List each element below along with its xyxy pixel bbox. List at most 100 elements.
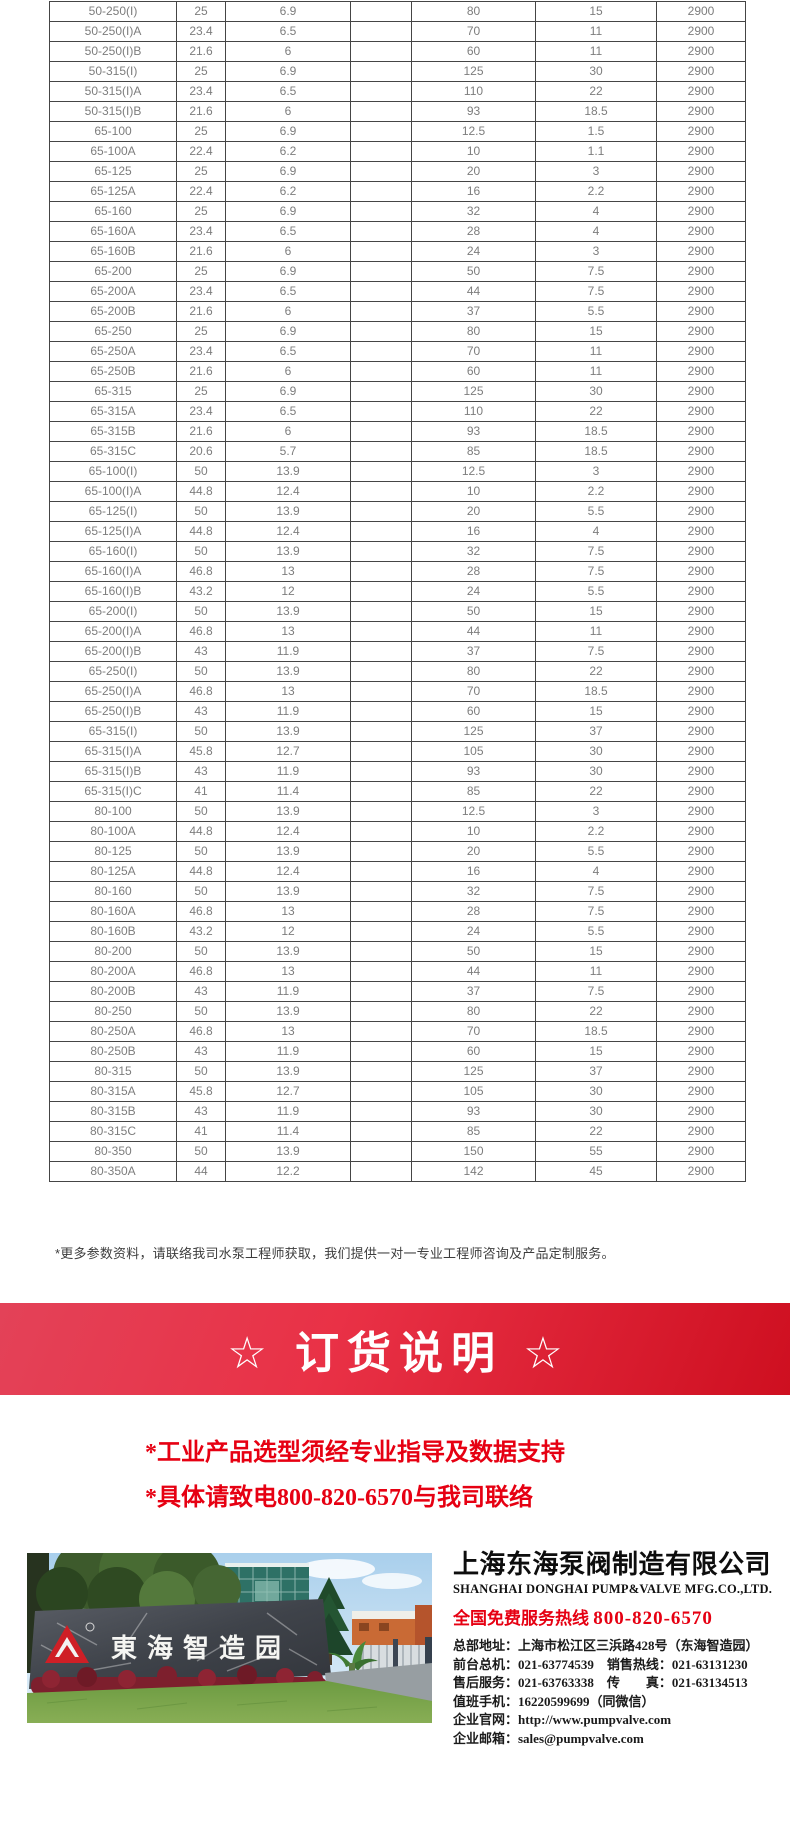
cell-flow-ls: 12.4 — [225, 821, 351, 842]
cell-blank — [350, 101, 412, 122]
notice-line-2: *具体请致电800-820-6570与我司联络 — [145, 1485, 533, 1511]
cell-flow-ls: 6.9 — [225, 61, 351, 82]
cell-power: 30 — [535, 1081, 657, 1102]
cell-power: 22 — [535, 661, 657, 682]
cell-speed: 2900 — [656, 381, 746, 402]
cell-flow-m3h: 44.8 — [176, 521, 226, 542]
cell-power: 30 — [535, 61, 657, 82]
contact-email[interactable]: 企业邮箱：sales@pumpvalve.com — [453, 1730, 644, 1746]
cell-flow-m3h: 50 — [176, 541, 226, 562]
cell-speed: 2900 — [656, 1121, 746, 1142]
cell-head: 85 — [411, 1121, 536, 1142]
cell-flow-m3h: 43 — [176, 1041, 226, 1062]
cell-speed: 2900 — [656, 741, 746, 762]
table-row: 65-200(I)A 46.8 13 44 11 2900 — [49, 621, 746, 642]
table-row: 65-125 25 6.9 20 3 2900 — [49, 161, 746, 182]
cell-head: 70 — [411, 681, 536, 702]
lawn — [27, 1681, 432, 1723]
cell-power: 4 — [535, 221, 657, 242]
cell-blank — [350, 1021, 412, 1042]
cell-speed: 2900 — [656, 1041, 746, 1062]
cell-speed: 2900 — [656, 781, 746, 802]
table-row: 65-250(I)A 46.8 13 70 18.5 2900 — [49, 681, 746, 702]
parameters-note: *更多参数资料，请联络我司水泵工程师获取，我们提供一对一专业工程师咨询及产品定制… — [55, 1246, 615, 1261]
cell-flow-m3h: 21.6 — [176, 301, 226, 322]
cell-flow-m3h: 44.8 — [176, 861, 226, 882]
cell-flow-m3h: 46.8 — [176, 561, 226, 582]
cell-speed: 2900 — [656, 481, 746, 502]
cell-model: 65-315(I)C — [49, 781, 177, 802]
cell-power: 3 — [535, 461, 657, 482]
cell-flow-m3h: 21.6 — [176, 101, 226, 122]
cell-flow-m3h: 41 — [176, 1121, 226, 1142]
cell-power: 22 — [535, 1001, 657, 1022]
table-row: 80-250B 43 11.9 60 15 2900 — [49, 1041, 746, 1062]
cell-model: 50-315(I)B — [49, 101, 177, 122]
cell-power: 11 — [535, 361, 657, 382]
cell-blank — [350, 961, 412, 982]
cell-head: 12.5 — [411, 461, 536, 482]
cell-flow-m3h: 25 — [176, 261, 226, 282]
cell-flow-m3h: 25 — [176, 201, 226, 222]
cell-flow-m3h: 50 — [176, 461, 226, 482]
cell-flow-m3h: 44.8 — [176, 821, 226, 842]
cell-flow-ls: 13.9 — [225, 501, 351, 522]
cell-power: 7.5 — [535, 261, 657, 282]
cell-model: 80-250B — [49, 1041, 177, 1062]
cell-blank — [350, 841, 412, 862]
table-row: 65-100 25 6.9 12.5 1.5 2900 — [49, 121, 746, 142]
pump-spec-table-body: 50-250(I) 25 6.9 80 15 2900 50-250(I)A 23.4 6.5 7… — [49, 1, 746, 1182]
cell-head: 16 — [411, 181, 536, 202]
table-row: 65-200(I) 50 13.9 50 15 2900 — [49, 601, 746, 622]
cell-flow-ls: 6.9 — [225, 381, 351, 402]
cell-speed: 2900 — [656, 1, 746, 22]
cell-power: 30 — [535, 741, 657, 762]
cell-head: 93 — [411, 1101, 536, 1122]
cell-flow-ls: 6.9 — [225, 321, 351, 342]
cell-model: 65-125(I)A — [49, 521, 177, 542]
table-row: 80-350A 44 12.2 142 45 2900 — [49, 1161, 746, 1182]
table-row: 80-160B 43.2 12 24 5.5 2900 — [49, 921, 746, 942]
cell-power: 2.2 — [535, 821, 657, 842]
cell-speed: 2900 — [656, 61, 746, 82]
cell-head: 10 — [411, 141, 536, 162]
cell-flow-ls: 13.9 — [225, 721, 351, 742]
table-row: 80-315B 43 11.9 93 30 2900 — [49, 1101, 746, 1122]
cell-speed: 2900 — [656, 181, 746, 202]
cell-speed: 2900 — [656, 81, 746, 102]
cell-flow-m3h: 21.6 — [176, 421, 226, 442]
cell-model: 65-125(I) — [49, 501, 177, 522]
cell-speed: 2900 — [656, 981, 746, 1002]
cell-speed: 2900 — [656, 341, 746, 362]
cell-blank — [350, 721, 412, 742]
cell-model: 80-160A — [49, 901, 177, 922]
cell-speed: 2900 — [656, 141, 746, 162]
table-row: 65-200B 21.6 6 37 5.5 2900 — [49, 301, 746, 322]
cell-head: 20 — [411, 501, 536, 522]
cell-power: 11 — [535, 621, 657, 642]
cell-flow-m3h: 43 — [176, 981, 226, 1002]
cell-model: 80-315A — [49, 1081, 177, 1102]
cell-power: 18.5 — [535, 1021, 657, 1042]
cell-model: 65-125 — [49, 161, 177, 182]
cell-speed: 2900 — [656, 861, 746, 882]
cell-flow-m3h: 46.8 — [176, 901, 226, 922]
cell-model: 65-160(I)B — [49, 581, 177, 602]
cell-model: 80-250A — [49, 1021, 177, 1042]
cell-flow-m3h: 50 — [176, 881, 226, 902]
cell-power: 1.1 — [535, 141, 657, 162]
cell-flow-ls: 11.9 — [225, 1101, 351, 1122]
cell-speed: 2900 — [656, 1081, 746, 1102]
cell-head: 110 — [411, 401, 536, 422]
cell-blank — [350, 781, 412, 802]
cell-model: 65-200(I) — [49, 601, 177, 622]
table-row: 80-100A 44.8 12.4 10 2.2 2900 — [49, 821, 746, 842]
trees — [27, 1553, 241, 1673]
cell-flow-ls: 6.2 — [225, 181, 351, 202]
cell-power: 30 — [535, 381, 657, 402]
contact-website[interactable]: 企业官网：http://www.pumpvalve.com — [453, 1712, 672, 1727]
cell-flow-m3h: 25 — [176, 321, 226, 342]
photo-sign-text: 東海智造园 — [111, 1633, 291, 1663]
cell-blank — [350, 521, 412, 542]
cell-power: 15 — [535, 1, 657, 22]
